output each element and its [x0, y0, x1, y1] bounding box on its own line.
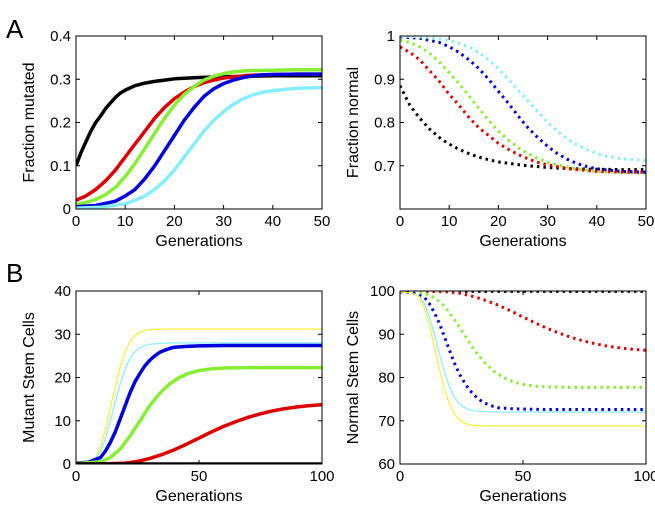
- panel-letter-a: A: [6, 14, 24, 44]
- y-tick-label: 100: [370, 283, 395, 300]
- y-tick-label: 90: [378, 326, 395, 343]
- y-axis-label: Mutant Stem Cells: [21, 312, 38, 443]
- x-tick-label: 10: [117, 213, 134, 230]
- series-line-2: [76, 342, 322, 464]
- x-tick-label: 0: [72, 468, 80, 485]
- x-tick-label: 30: [215, 213, 232, 230]
- series-line-2: [400, 291, 646, 352]
- x-axis-label: Generations: [155, 488, 242, 505]
- series-line-3: [400, 38, 646, 175]
- x-axis-label: Generations: [155, 233, 242, 250]
- y-axis-label: Fraction mutated: [21, 62, 38, 182]
- x-tick-label: 50: [191, 468, 208, 485]
- x-tick-label: 30: [539, 213, 556, 230]
- x-tick-label: 0: [72, 213, 80, 230]
- x-tick-label: 50: [515, 468, 532, 485]
- y-tick-label: 0.2: [50, 115, 71, 132]
- y-tick-label: 1: [387, 28, 395, 45]
- y-tick-label: 0.8: [374, 115, 395, 132]
- axes-frame: [399, 290, 647, 465]
- x-tick-label: 50: [314, 213, 331, 230]
- y-tick-label: 0.4: [50, 28, 71, 45]
- series-line-4: [400, 291, 646, 411]
- y-axis-label: Fraction normal: [345, 67, 362, 178]
- chart-4: 0 50 100 60 70 80 90 100 Generations Normal Stem …: [345, 283, 655, 505]
- y-tick-label: 30: [54, 326, 71, 343]
- y-tick-label: 0.3: [50, 71, 71, 88]
- y-tick-label: 0.9: [374, 71, 395, 88]
- y-axis-label: Normal Stem Cells: [345, 311, 362, 444]
- series-line-3: [76, 343, 322, 464]
- x-tick-label: 100: [633, 468, 655, 485]
- x-tick-label: 40: [264, 213, 281, 230]
- series-line-6: [400, 291, 646, 427]
- chart-1: 0 10 20 30 40 50 0 0.1 0.2 0.3 0.4 Generations Fract…: [21, 28, 330, 250]
- y-tick-label: 10: [54, 413, 71, 430]
- y-tick-label: 0.7: [374, 158, 395, 175]
- series-line-4: [76, 365, 322, 464]
- series-line-5: [76, 402, 322, 464]
- x-tick-label: 100: [309, 468, 334, 485]
- y-tick-label: 60: [378, 456, 395, 473]
- series-line-2: [400, 45, 646, 174]
- series-line-5: [400, 291, 646, 413]
- x-tick-label: 20: [166, 213, 183, 230]
- x-tick-label: 0: [396, 468, 404, 485]
- x-tick-label: 40: [588, 213, 605, 230]
- series-line-5: [76, 85, 322, 209]
- chart-3: 0 50 100 0 10 20 30 40 Generations Mutant Stem Ce…: [21, 283, 335, 505]
- x-axis-label: Generations: [479, 233, 566, 250]
- x-tick-label: 20: [490, 213, 507, 230]
- x-axis-label: Generations: [479, 488, 566, 505]
- y-tick-label: 20: [54, 370, 71, 387]
- y-tick-label: 40: [54, 283, 71, 300]
- series-line-4: [400, 36, 646, 174]
- y-tick-label: 70: [378, 413, 395, 430]
- series-line-3: [76, 67, 322, 207]
- series-line-3: [400, 291, 646, 389]
- y-tick-label: 0: [63, 456, 71, 473]
- panel-letter-b: B: [6, 258, 23, 288]
- series-line-1: [400, 85, 646, 172]
- series-line-4: [76, 72, 322, 209]
- x-tick-label: 10: [441, 213, 458, 230]
- chart-2: 0 10 20 30 40 50 0.7 0.8 0.9 1 Generations Fraction…: [345, 28, 654, 250]
- y-tick-label: 0.1: [50, 158, 71, 175]
- series-line-5: [400, 36, 646, 163]
- y-tick-label: 80: [378, 370, 395, 387]
- plots-group: 0 10 20 30 40 5000.10.20.30.4GenerationsFract…: [21, 28, 655, 505]
- x-tick-label: 0: [396, 213, 404, 230]
- x-tick-label: 50: [638, 213, 655, 230]
- y-tick-label: 0: [63, 201, 71, 218]
- series-line-1: [76, 328, 322, 464]
- axes-frame: [75, 35, 323, 210]
